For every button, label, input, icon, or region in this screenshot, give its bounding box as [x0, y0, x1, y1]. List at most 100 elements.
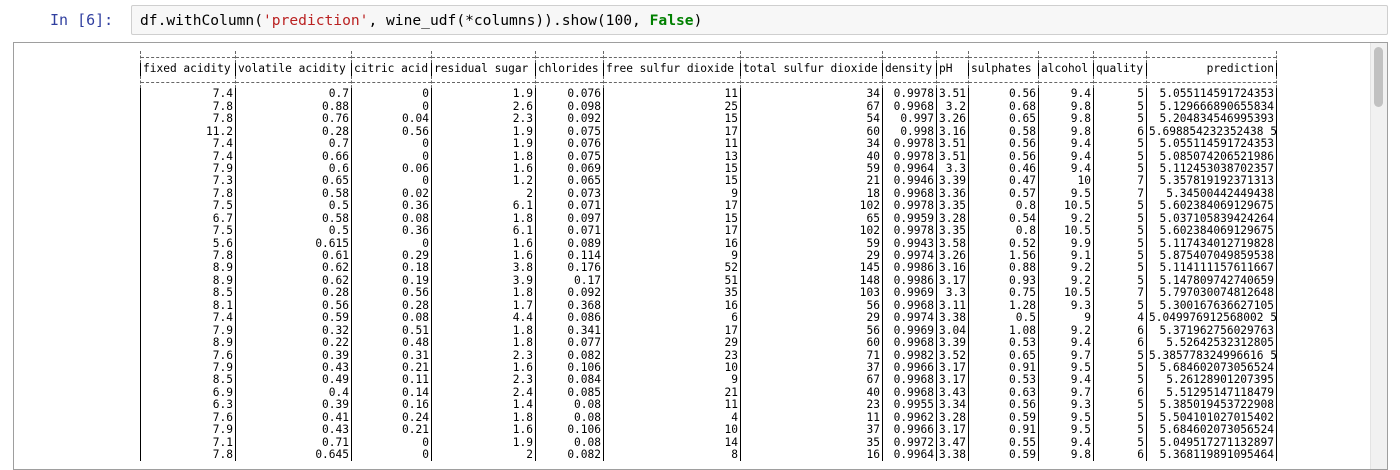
- table-cell: 0.368: [536, 299, 604, 313]
- table-cell: 5: [1094, 262, 1147, 275]
- table-cell: 0.31: [352, 349, 432, 362]
- table-cell: 9.7: [1039, 349, 1094, 362]
- table-row: 7.4 0.7 0 1.9 0.076 11 34 0.9978 3.51 0.56 9.4 5 5.0…: [140, 138, 1277, 151]
- table-cell: 0.9966: [883, 424, 937, 437]
- table-cell: 0.069: [536, 162, 604, 176]
- table-cell: 59: [741, 162, 883, 176]
- table-cell: 9.4: [1039, 374, 1094, 387]
- table-cell: 0.18: [352, 262, 432, 275]
- table-cell: 67: [741, 374, 883, 387]
- vertical-scrollbar[interactable]: [1370, 43, 1387, 469]
- table-cell: 10: [1039, 175, 1094, 188]
- table-top-border: [140, 51, 1277, 64]
- table-cell: 29: [741, 312, 883, 325]
- table-row: 7.8 0.76 0.04 2.3 0.092 15 54 0.997 3.26 0.65 9.8 5…: [140, 113, 1277, 126]
- column-header: pH: [937, 63, 969, 76]
- table-cell: 8.9: [140, 274, 236, 288]
- table-cell: 0.54: [969, 212, 1039, 226]
- code-text[interactable]: df.withColumn('prediction', wine_udf(*co…: [140, 12, 702, 29]
- table-cell: 0.9968: [883, 337, 937, 350]
- table-row: 7.6 0.41 0.24 1.8 0.08 4 11 0.9962 3.28 0.59 9.5 5 5…: [140, 411, 1277, 425]
- separator-segment: [969, 75, 1039, 89]
- table-cell: 0.71: [236, 436, 352, 449]
- table-cell: 2.3: [432, 349, 536, 362]
- table-cell: 5.684602073056524: [1147, 424, 1277, 437]
- table-cell: 5.51295147118479: [1147, 386, 1277, 400]
- separator-segment: [352, 75, 432, 89]
- table-cell: 9.4: [1039, 436, 1094, 449]
- table-cell: 5: [1094, 100, 1147, 114]
- separator-segment: [432, 75, 536, 89]
- table-cell: 0.071: [536, 225, 604, 238]
- separator-segment: [883, 75, 937, 89]
- table-cell: 10: [604, 424, 741, 437]
- table-cell: 0.097: [536, 212, 604, 226]
- table-cell: 0.092: [536, 113, 604, 126]
- column-header: total sulfur dioxide: [741, 63, 883, 76]
- table-cell: 0.615: [236, 237, 352, 250]
- table-cell: 0: [352, 88, 432, 101]
- table-cell: 0.55: [969, 436, 1039, 449]
- table-cell: 0.43: [236, 424, 352, 437]
- table-cell: 7.9: [140, 361, 236, 375]
- table-cell: 0.19: [352, 274, 432, 288]
- table-row: 7.4 0.66 0 1.8 0.075 13 40 0.9978 3.51 0.56 9.4 5 5.…: [140, 150, 1277, 163]
- table-cell: 16: [604, 299, 741, 313]
- table-cell: 0.9978: [883, 225, 937, 238]
- table-row: 7.3 0.65 0 1.2 0.065 15 21 0.9946 3.39 0.47 10 7 5.3…: [140, 175, 1277, 188]
- table-cell: 0.62: [236, 262, 352, 275]
- table-row: 7.1 0.71 0 1.9 0.08 14 35 0.9972 3.47 0.55 9.4 5 5.0…: [140, 436, 1277, 449]
- table-cell: 0.56: [236, 299, 352, 313]
- table-cell: 0.43: [236, 361, 352, 375]
- output-scroll-region[interactable]: fixed acidity volatile acidity citric acid…: [14, 43, 1371, 469]
- table-cell: 9: [604, 250, 741, 263]
- table-cell: 7.4: [140, 150, 236, 163]
- table-cell: 5.875407049859538: [1147, 250, 1277, 263]
- table-cell: 9.4: [1039, 138, 1094, 151]
- output-area[interactable]: fixed acidity volatile acidity citric acid…: [13, 42, 1388, 470]
- table-cell: 9.2: [1039, 212, 1094, 226]
- separator-segment: [937, 51, 969, 64]
- table-cell: 3.43: [937, 386, 969, 400]
- table-cell: 7.8: [140, 187, 236, 201]
- table-row: 8.5 0.28 0.56 1.8 0.092 35 103 0.9969 3.3 0.75 10.…: [140, 287, 1277, 300]
- separator-segment: [1094, 51, 1147, 64]
- table-cell: 11: [604, 399, 741, 412]
- table-cell: 0.645: [236, 449, 352, 462]
- table-cell: 7.6: [140, 349, 236, 362]
- table-row: 8.5 0.49 0.11 2.3 0.084 9 67 0.9968 3.17 0.53 9.4 5…: [140, 374, 1277, 387]
- separator-segment: [1039, 51, 1094, 64]
- table-row: 7.8 0.61 0.29 1.6 0.114 9 29 0.9974 3.26 1.56 9.1 5…: [140, 250, 1277, 263]
- code-keyword: False: [649, 12, 694, 29]
- table-cell: 11: [604, 138, 741, 151]
- table-row: 7.5 0.5 0.36 6.1 0.071 17 102 0.9978 3.35 0.8 10.5…: [140, 200, 1277, 213]
- table-cell: 11.2: [140, 125, 236, 139]
- table-cell: 0.9978: [883, 200, 937, 213]
- table-cell: 1.9: [432, 125, 536, 139]
- table-cell: 3.47: [937, 436, 969, 449]
- table-cell: 51: [604, 274, 741, 288]
- table-cell: 9.1: [1039, 250, 1094, 263]
- table-header-row: fixed acidity volatile acidity citric acid…: [140, 63, 1277, 76]
- table-cell: 0: [352, 449, 432, 462]
- table-cell: 15: [604, 162, 741, 176]
- table-cell: 1.8: [432, 150, 536, 163]
- table-cell: 103: [741, 287, 883, 300]
- table-cell: 5.6: [140, 237, 236, 250]
- table-cell: 0.9969: [883, 287, 937, 300]
- code-cell[interactable]: df.withColumn('prediction', wine_udf(*co…: [131, 5, 1388, 35]
- table-row: 7.4 0.59 0.08 4.4 0.086 6 29 0.9974 3.38 0.5 9 4 5.0…: [140, 312, 1277, 325]
- table-cell: 0.46: [969, 162, 1039, 176]
- table-cell: 21: [604, 386, 741, 400]
- scrollbar-thumb[interactable]: [1374, 47, 1383, 107]
- table-cell: 0.53: [969, 337, 1039, 350]
- table-cell: 0.36: [352, 225, 432, 238]
- table-cell: 0.9968: [883, 374, 937, 387]
- table-row: 7.9 0.43 0.21 1.6 0.106 10 37 0.9966 3.17 0.91 9.5…: [140, 361, 1277, 375]
- separator-segment: [1147, 51, 1277, 64]
- table-cell: 0.082: [536, 349, 604, 362]
- table-cell: 0.17: [536, 274, 604, 288]
- table-cell: 0.9968: [883, 299, 937, 313]
- table-cell: 60: [741, 125, 883, 139]
- table-cell: 7.4: [140, 88, 236, 101]
